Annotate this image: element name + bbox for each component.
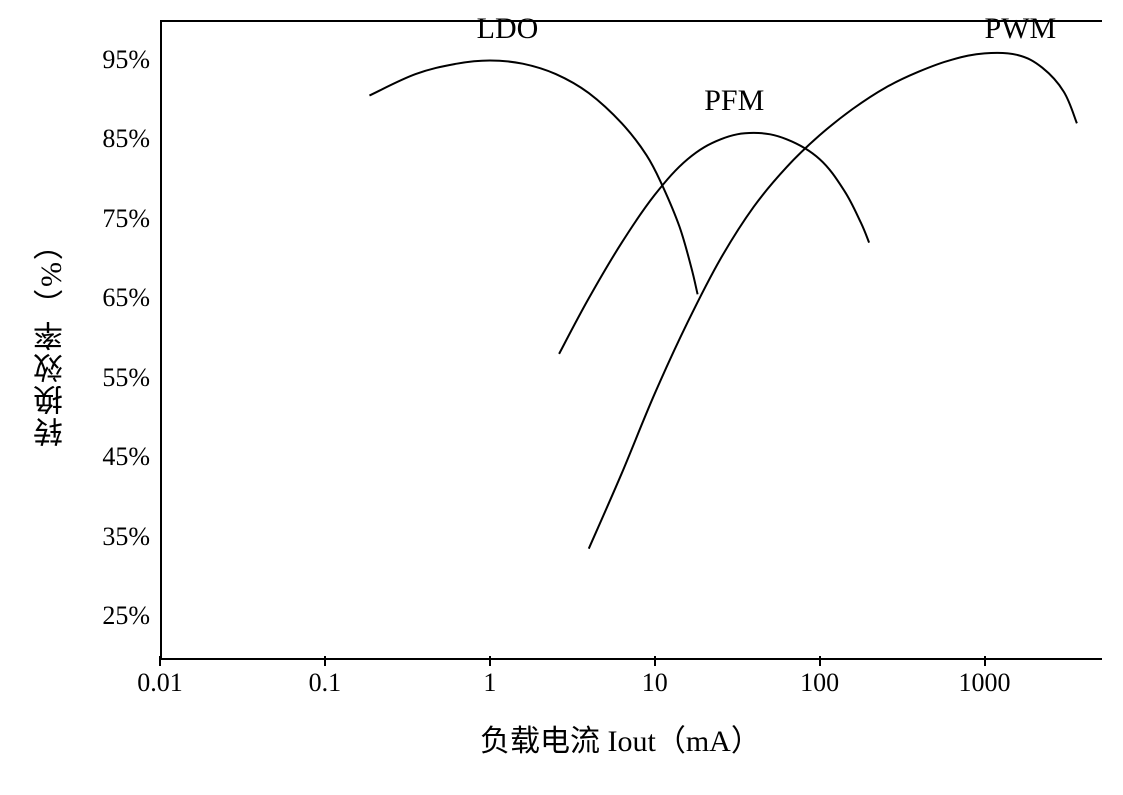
x-tick-mark [819,656,821,666]
x-tick-label: 0.1 [309,668,342,698]
x-axis-label: 负载电流 Iout（mA） [480,716,761,760]
y-tick-label: 55% [102,363,150,393]
y-tick-label: 85% [102,124,150,154]
x-tick-label: 10 [642,668,668,698]
x-tick-label: 0.01 [137,668,183,698]
x-tick-label: 1000 [959,668,1011,698]
x-tick-label: 100 [800,668,839,698]
series-label-ldo: LDO [477,12,539,46]
series-label-pfm: PFM [704,84,764,118]
x-tick-mark [324,656,326,666]
y-tick-label: 75% [102,204,150,234]
y-tick-label: 65% [102,283,150,313]
y-axis-label: 转换效率（%） [30,228,74,447]
x-tick-label: 1 [483,668,496,698]
y-tick-label: 35% [102,522,150,552]
y-tick-label: 95% [102,45,150,75]
x-tick-mark [654,656,656,666]
y-tick-label: 25% [102,601,150,631]
x-tick-mark [984,656,986,666]
x-tick-mark [159,656,161,666]
series-pfm [559,133,869,354]
efficiency-chart: 25% 35% 45% 55% 65% 75% 85% 95% 0.01 0.1 1 10 100 10… [0,0,1123,795]
series-ldo [369,61,697,295]
series-label-pwm: PWM [985,12,1057,46]
x-tick-mark [489,656,491,666]
y-tick-label: 45% [102,442,150,472]
series-pwm [589,53,1077,549]
